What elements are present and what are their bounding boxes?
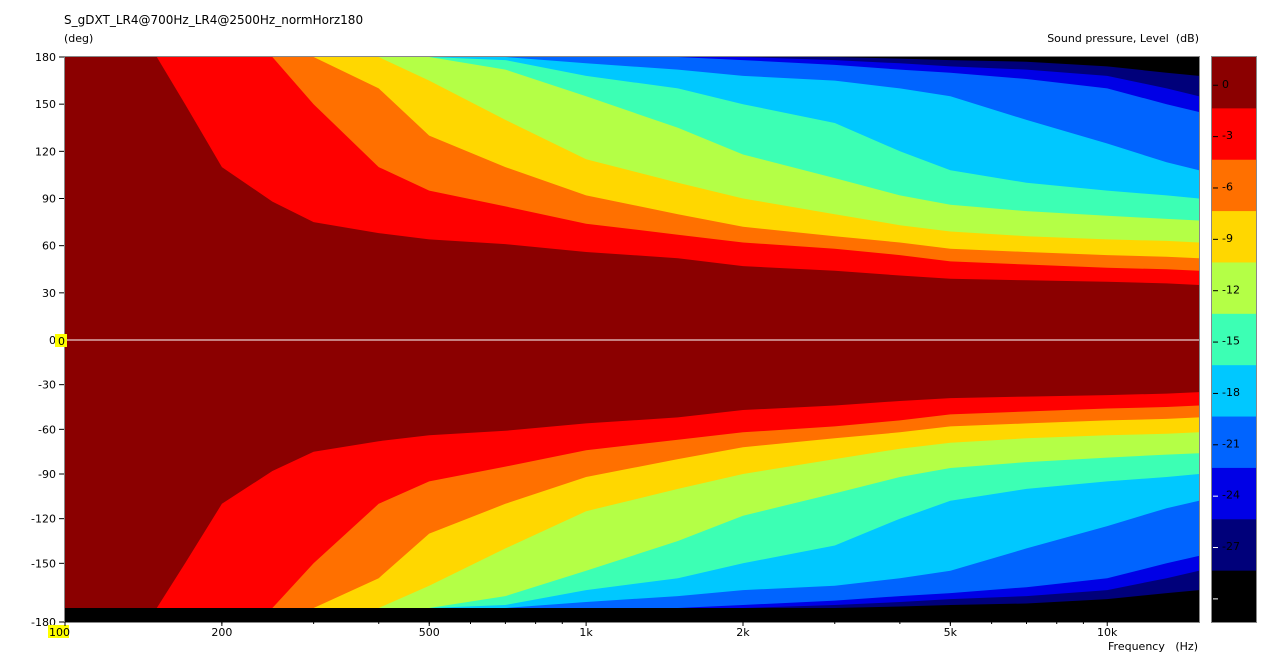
colorbar-swatch: [1212, 313, 1256, 366]
y-tick-label: 30: [42, 287, 56, 300]
x-axis-label-unit: (Hz): [1175, 640, 1198, 653]
colorbar-label-text: Sound pressure, Level: [1047, 32, 1169, 45]
x-axis-label: Frequency (Hz): [1108, 640, 1198, 653]
x-tick-highlight: [48, 625, 69, 638]
colorbar: 0 -3 -6 -9 -12 -15 -18 -21 -24 -27 -30: [1211, 56, 1257, 623]
x-tick-label: 2k: [736, 626, 750, 639]
colorbar-level-label: -30: [1222, 591, 1240, 604]
colorbar-level-label: -6: [1222, 181, 1233, 194]
colorbar-swatch: [1212, 211, 1256, 263]
colorbar-level-label: -27: [1222, 540, 1240, 553]
colorbar-level-label: -3: [1222, 129, 1233, 142]
colorbar-swatch: [1212, 262, 1256, 315]
y-tick-label: 150: [35, 98, 56, 111]
zero-marker-label: 0: [58, 335, 65, 348]
plot-bottom-band: [65, 608, 1199, 622]
chart-title: S_gDXT_LR4@700Hz_LR4@2500Hz_normHorz180: [64, 13, 364, 27]
zero-marker-bg: [55, 334, 67, 347]
x-tick-label: 1k: [579, 626, 593, 639]
y-tick-label: -90: [38, 468, 56, 481]
y-tick-label: 0: [49, 334, 56, 347]
colorbar-level-label: 0: [1222, 78, 1229, 91]
y-tick-label: -150: [31, 557, 56, 570]
y-tick-label: -120: [31, 513, 56, 526]
contour-band-15: [65, 57, 1199, 608]
y-axis-label: (deg): [64, 32, 94, 45]
colorbar-level-label: -12: [1222, 283, 1240, 296]
colorbar-swatch: [1212, 365, 1256, 418]
y-tick-label: 60: [42, 240, 56, 253]
colorbar-swatch: [1212, 108, 1256, 161]
colorbar-level-label: -24: [1222, 489, 1240, 502]
colorbar-level-label: -15: [1222, 335, 1240, 348]
colorbar-level-label: -18: [1222, 386, 1240, 399]
colorbar-level-label: -9: [1222, 232, 1233, 245]
y-tick-label: 180: [35, 51, 56, 64]
colorbar-border: [1211, 56, 1257, 623]
colorbar-swatch: [1212, 467, 1256, 520]
colorbar-level-label: -21: [1222, 437, 1240, 450]
colorbar-label: Sound pressure, Level (dB): [1047, 32, 1199, 45]
colorbar-swatch: [1212, 416, 1256, 469]
x-axis: 100 200 500 1k 2k 5k 10k: [48, 622, 1118, 639]
x-tick-label: 5k: [944, 626, 958, 639]
colorbar-label-unit: (dB): [1175, 32, 1199, 45]
colorbar-swatch: [1212, 570, 1256, 623]
colorbar-swatch: [1212, 57, 1256, 109]
x-tick-label: 200: [211, 626, 232, 639]
colorbar-swatch: [1212, 519, 1256, 572]
y-tick-label: 120: [35, 145, 56, 158]
x-tick-label: 100: [49, 626, 70, 639]
x-tick-label: 500: [419, 626, 440, 639]
y-tick-label: -30: [38, 379, 56, 392]
plot-area: [64, 56, 1200, 623]
y-tick-label: -60: [38, 423, 56, 436]
contour-band-21: [65, 57, 1199, 608]
x-axis-label-text: Frequency: [1108, 640, 1165, 653]
y-tick-label: 90: [42, 193, 56, 206]
colorbar-swatch: [1212, 159, 1256, 212]
x-tick-label: 10k: [1097, 626, 1118, 639]
